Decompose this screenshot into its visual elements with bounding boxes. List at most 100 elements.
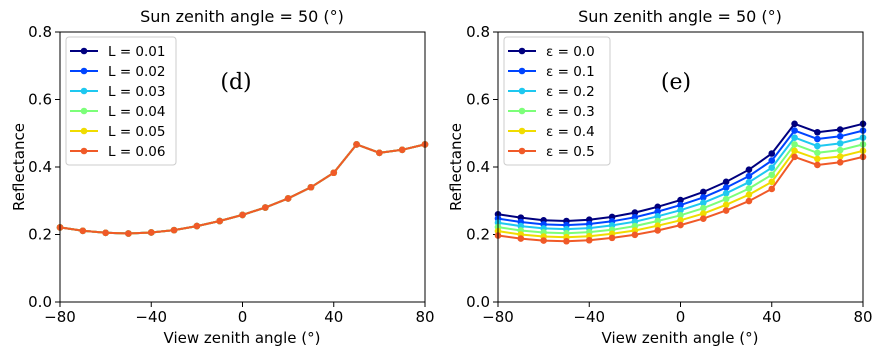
legend-marker bbox=[518, 147, 526, 155]
data-point bbox=[284, 195, 292, 202]
data-point bbox=[814, 128, 821, 136]
y-tick-label: 0.8 bbox=[466, 23, 490, 41]
chart-panel-e: Sun zenith angle = 50 (°) Reflectance Vi… bbox=[447, 7, 873, 347]
data-point bbox=[722, 195, 730, 203]
legend-marker bbox=[80, 107, 88, 115]
legend-marker bbox=[80, 147, 88, 155]
data-point bbox=[563, 237, 570, 245]
data-point bbox=[307, 183, 315, 191]
data-point bbox=[836, 126, 844, 133]
data-point bbox=[814, 142, 821, 150]
legend-box bbox=[503, 36, 611, 166]
data-point bbox=[517, 235, 525, 242]
data-point bbox=[722, 184, 730, 191]
data-point bbox=[398, 146, 406, 154]
legend-marker bbox=[80, 47, 88, 55]
x-tick-label: −80 bbox=[44, 308, 76, 326]
data-point bbox=[768, 164, 776, 171]
data-point bbox=[330, 169, 338, 177]
data-point bbox=[768, 150, 776, 157]
data-point bbox=[768, 178, 776, 186]
legend-marker bbox=[518, 107, 526, 115]
x-tick-label: −80 bbox=[482, 308, 514, 326]
data-point bbox=[353, 141, 360, 148]
data-point bbox=[745, 197, 753, 205]
data-point bbox=[768, 157, 776, 164]
chart-title: Sun zenith angle = 50 (°) bbox=[578, 7, 782, 26]
data-point bbox=[722, 190, 730, 197]
data-point bbox=[722, 178, 730, 186]
data-point bbox=[654, 208, 661, 215]
data-point bbox=[700, 188, 707, 196]
data-point bbox=[608, 234, 616, 242]
data-point bbox=[376, 149, 383, 157]
data-point bbox=[677, 196, 684, 204]
legend-label: ε = 0.2 bbox=[546, 84, 595, 100]
data-point bbox=[745, 191, 753, 198]
data-point bbox=[745, 166, 753, 173]
data-point bbox=[102, 229, 109, 237]
x-tick-label: −40 bbox=[573, 308, 605, 326]
data-point bbox=[791, 127, 798, 134]
data-point bbox=[677, 201, 684, 209]
data-point bbox=[836, 132, 844, 140]
data-point bbox=[836, 140, 844, 147]
data-point bbox=[631, 231, 639, 239]
data-point bbox=[836, 146, 844, 154]
panel-label: (e) bbox=[661, 70, 691, 95]
legend-marker bbox=[518, 47, 526, 55]
axis-ticks: −80 −40 0 40 80 0.0 0.2 0.4 0.6 0.8 bbox=[466, 23, 872, 326]
data-point bbox=[722, 201, 730, 209]
y-tick-label: 0.0 bbox=[466, 293, 490, 311]
x-tick-label: 40 bbox=[324, 308, 343, 326]
legend-label: L = 0.04 bbox=[108, 104, 165, 120]
y-tick-label: 0.4 bbox=[466, 158, 490, 176]
data-point bbox=[585, 236, 593, 244]
data-point bbox=[654, 203, 661, 211]
data-point bbox=[700, 204, 707, 212]
panel-label: (d) bbox=[220, 70, 251, 95]
x-tick-label: 40 bbox=[762, 308, 781, 326]
legend-marker bbox=[80, 67, 88, 75]
y-tick-label: 0.0 bbox=[28, 293, 52, 311]
data-point bbox=[814, 155, 821, 163]
data-point bbox=[540, 237, 547, 244]
data-point bbox=[791, 120, 798, 128]
data-point bbox=[791, 141, 798, 148]
legend: ε = 0.0 ε = 0.1 ε = 0.2 ε = 0.3 ε = 0.4 ε = 0… bbox=[503, 36, 611, 166]
legend-label: ε = 0.5 bbox=[546, 144, 595, 160]
plot-frame bbox=[497, 31, 864, 303]
data-point bbox=[147, 229, 155, 236]
data-point bbox=[700, 199, 707, 207]
legend-entries: ε = 0.0 ε = 0.1 ε = 0.2 ε = 0.3 ε = 0.4 ε = 0… bbox=[508, 44, 595, 160]
data-point bbox=[700, 210, 707, 217]
data-point bbox=[79, 227, 87, 235]
legend-label: L = 0.05 bbox=[108, 124, 165, 140]
data-point bbox=[814, 135, 821, 143]
legend-label: L = 0.06 bbox=[108, 144, 165, 160]
legend-label: L = 0.01 bbox=[108, 44, 165, 60]
data-point bbox=[722, 207, 730, 214]
data-point bbox=[791, 134, 798, 141]
data-point bbox=[745, 172, 753, 180]
plot-frame bbox=[59, 31, 426, 303]
y-tick-label: 0.6 bbox=[28, 91, 52, 109]
data-point bbox=[814, 149, 821, 157]
x-tick-label: −40 bbox=[135, 308, 167, 326]
x-tick-label: 80 bbox=[853, 308, 872, 326]
data-point bbox=[677, 217, 684, 224]
legend-label: ε = 0.4 bbox=[546, 124, 595, 140]
data-point bbox=[239, 211, 246, 219]
series-layer bbox=[494, 120, 867, 245]
data-point bbox=[791, 147, 798, 155]
data-point bbox=[745, 185, 753, 192]
data-point bbox=[654, 217, 661, 225]
y-axis-label: Reflectance bbox=[447, 123, 465, 211]
data-point bbox=[654, 222, 661, 230]
chart-panel-d: Sun zenith angle = 50 (°) Reflectance Vi… bbox=[10, 7, 435, 347]
data-point bbox=[700, 194, 707, 201]
y-tick-label: 0.8 bbox=[28, 23, 52, 41]
y-tick-label: 0.4 bbox=[28, 158, 52, 176]
data-point bbox=[768, 185, 776, 193]
